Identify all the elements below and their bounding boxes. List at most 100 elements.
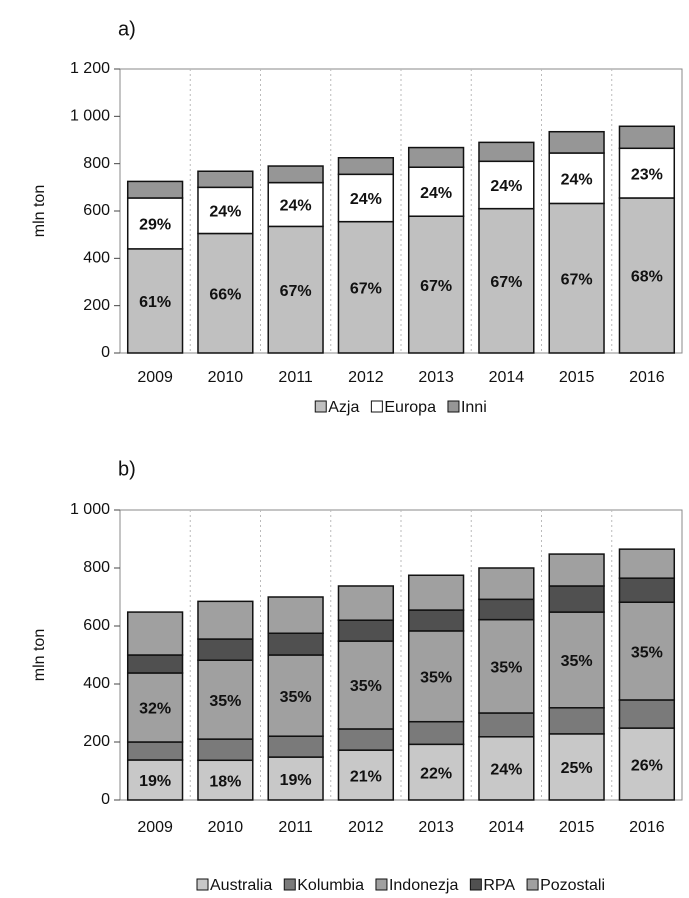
y-tick-label: 800 bbox=[83, 155, 110, 172]
bar-segment bbox=[478, 141, 535, 163]
y-tick-label: 0 bbox=[101, 791, 110, 808]
bar-segment bbox=[407, 609, 465, 632]
share-label-bg bbox=[419, 669, 454, 687]
x-tick-label: 2009 bbox=[137, 369, 173, 386]
share-label-bg bbox=[278, 771, 313, 789]
share-label: 18% bbox=[209, 773, 241, 790]
share-label-bg bbox=[629, 166, 664, 184]
share-label-bg bbox=[348, 280, 383, 298]
share-label: 67% bbox=[561, 271, 593, 288]
bar-segment bbox=[478, 567, 535, 601]
share-label: 24% bbox=[490, 762, 522, 779]
bar-segment bbox=[267, 596, 324, 634]
share-label-bg bbox=[208, 286, 243, 304]
bar-segment bbox=[197, 600, 254, 640]
share-label: 35% bbox=[209, 693, 241, 710]
x-tick-label: 2016 bbox=[629, 369, 665, 386]
legend-swatch bbox=[283, 878, 296, 891]
y-tick-label: 1 200 bbox=[70, 60, 110, 77]
x-tick-label: 2009 bbox=[137, 819, 173, 836]
share-label: 61% bbox=[139, 294, 171, 311]
share-label-bg bbox=[278, 282, 313, 300]
share-label: 67% bbox=[280, 283, 312, 300]
chart-title: b) bbox=[118, 458, 136, 480]
bar-segment bbox=[407, 146, 465, 168]
bar-segment bbox=[478, 598, 535, 621]
y-tick-label: 200 bbox=[83, 297, 110, 314]
y-tick-label: 200 bbox=[83, 733, 110, 750]
share-label-bg bbox=[489, 659, 524, 677]
x-tick-label: 2011 bbox=[278, 819, 313, 836]
share-label-bg bbox=[489, 274, 524, 292]
bar-segment bbox=[407, 720, 465, 746]
share-label: 24% bbox=[280, 198, 312, 215]
share-label: 35% bbox=[490, 660, 522, 677]
x-tick-label: 2014 bbox=[489, 369, 525, 386]
share-label: 67% bbox=[420, 278, 452, 295]
bar-segment bbox=[337, 728, 395, 751]
share-label: 24% bbox=[209, 204, 241, 221]
legend-label: Inni bbox=[461, 399, 487, 416]
share-label-bg bbox=[489, 178, 524, 196]
share-label-bg bbox=[629, 757, 664, 775]
legend-swatch bbox=[196, 878, 209, 891]
x-tick-label: 2012 bbox=[348, 819, 384, 836]
share-label: 23% bbox=[631, 166, 663, 183]
share-label: 22% bbox=[420, 765, 452, 782]
y-tick-label: 400 bbox=[83, 250, 110, 267]
share-label-bg bbox=[629, 268, 664, 286]
bar-segment bbox=[126, 180, 184, 199]
share-label: 68% bbox=[631, 269, 663, 286]
bar-segment bbox=[618, 699, 676, 729]
chart-title: a) bbox=[118, 18, 136, 40]
bar-segment bbox=[618, 548, 676, 579]
bar-segment bbox=[337, 157, 395, 176]
share-label: 32% bbox=[139, 701, 171, 718]
share-label: 35% bbox=[280, 689, 312, 706]
legend-label: Pozostali bbox=[540, 877, 605, 894]
legend-swatch bbox=[314, 400, 327, 413]
x-tick-label: 2010 bbox=[208, 369, 244, 386]
share-label: 19% bbox=[139, 773, 171, 790]
y-tick-label: 600 bbox=[83, 617, 110, 634]
y-tick-label: 0 bbox=[101, 344, 110, 361]
bar-segment bbox=[478, 712, 535, 738]
share-label-bg bbox=[559, 171, 594, 189]
share-label: 24% bbox=[420, 185, 452, 202]
legend-swatch bbox=[526, 878, 539, 891]
share-label: 21% bbox=[350, 768, 382, 785]
bar-segment bbox=[548, 130, 605, 154]
share-label: 24% bbox=[350, 191, 382, 208]
y-tick-label: 1 000 bbox=[70, 108, 110, 125]
x-tick-label: 2010 bbox=[208, 819, 244, 836]
legend-swatch bbox=[370, 400, 383, 413]
share-label-bg bbox=[208, 773, 243, 791]
share-label-bg bbox=[559, 653, 594, 671]
x-tick-label: 2015 bbox=[559, 819, 595, 836]
x-tick-label: 2014 bbox=[489, 819, 525, 836]
x-tick-label: 2013 bbox=[418, 819, 454, 836]
y-tick-label: 1 000 bbox=[70, 501, 110, 518]
bar-segment bbox=[337, 619, 395, 642]
share-label-bg bbox=[278, 688, 313, 706]
share-label-bg bbox=[208, 692, 243, 710]
share-label-bg bbox=[348, 768, 383, 786]
share-label-bg bbox=[138, 294, 173, 312]
legend-label: Kolumbia bbox=[297, 877, 364, 894]
share-label-bg bbox=[348, 678, 383, 696]
share-label-bg bbox=[489, 761, 524, 779]
bar-segment bbox=[548, 585, 605, 613]
bar-segment bbox=[126, 741, 184, 761]
y-axis-label: mln ton bbox=[31, 185, 48, 237]
share-label-bg bbox=[138, 700, 173, 718]
legend-label: RPA bbox=[483, 877, 515, 894]
share-label: 35% bbox=[561, 653, 593, 670]
bar-segment bbox=[126, 654, 184, 674]
y-tick-label: 800 bbox=[83, 559, 110, 576]
bar-segment bbox=[548, 707, 605, 735]
share-label: 35% bbox=[350, 678, 382, 695]
bar-segment bbox=[407, 574, 465, 611]
bar-segment bbox=[126, 611, 184, 656]
bar-segment bbox=[197, 170, 254, 189]
